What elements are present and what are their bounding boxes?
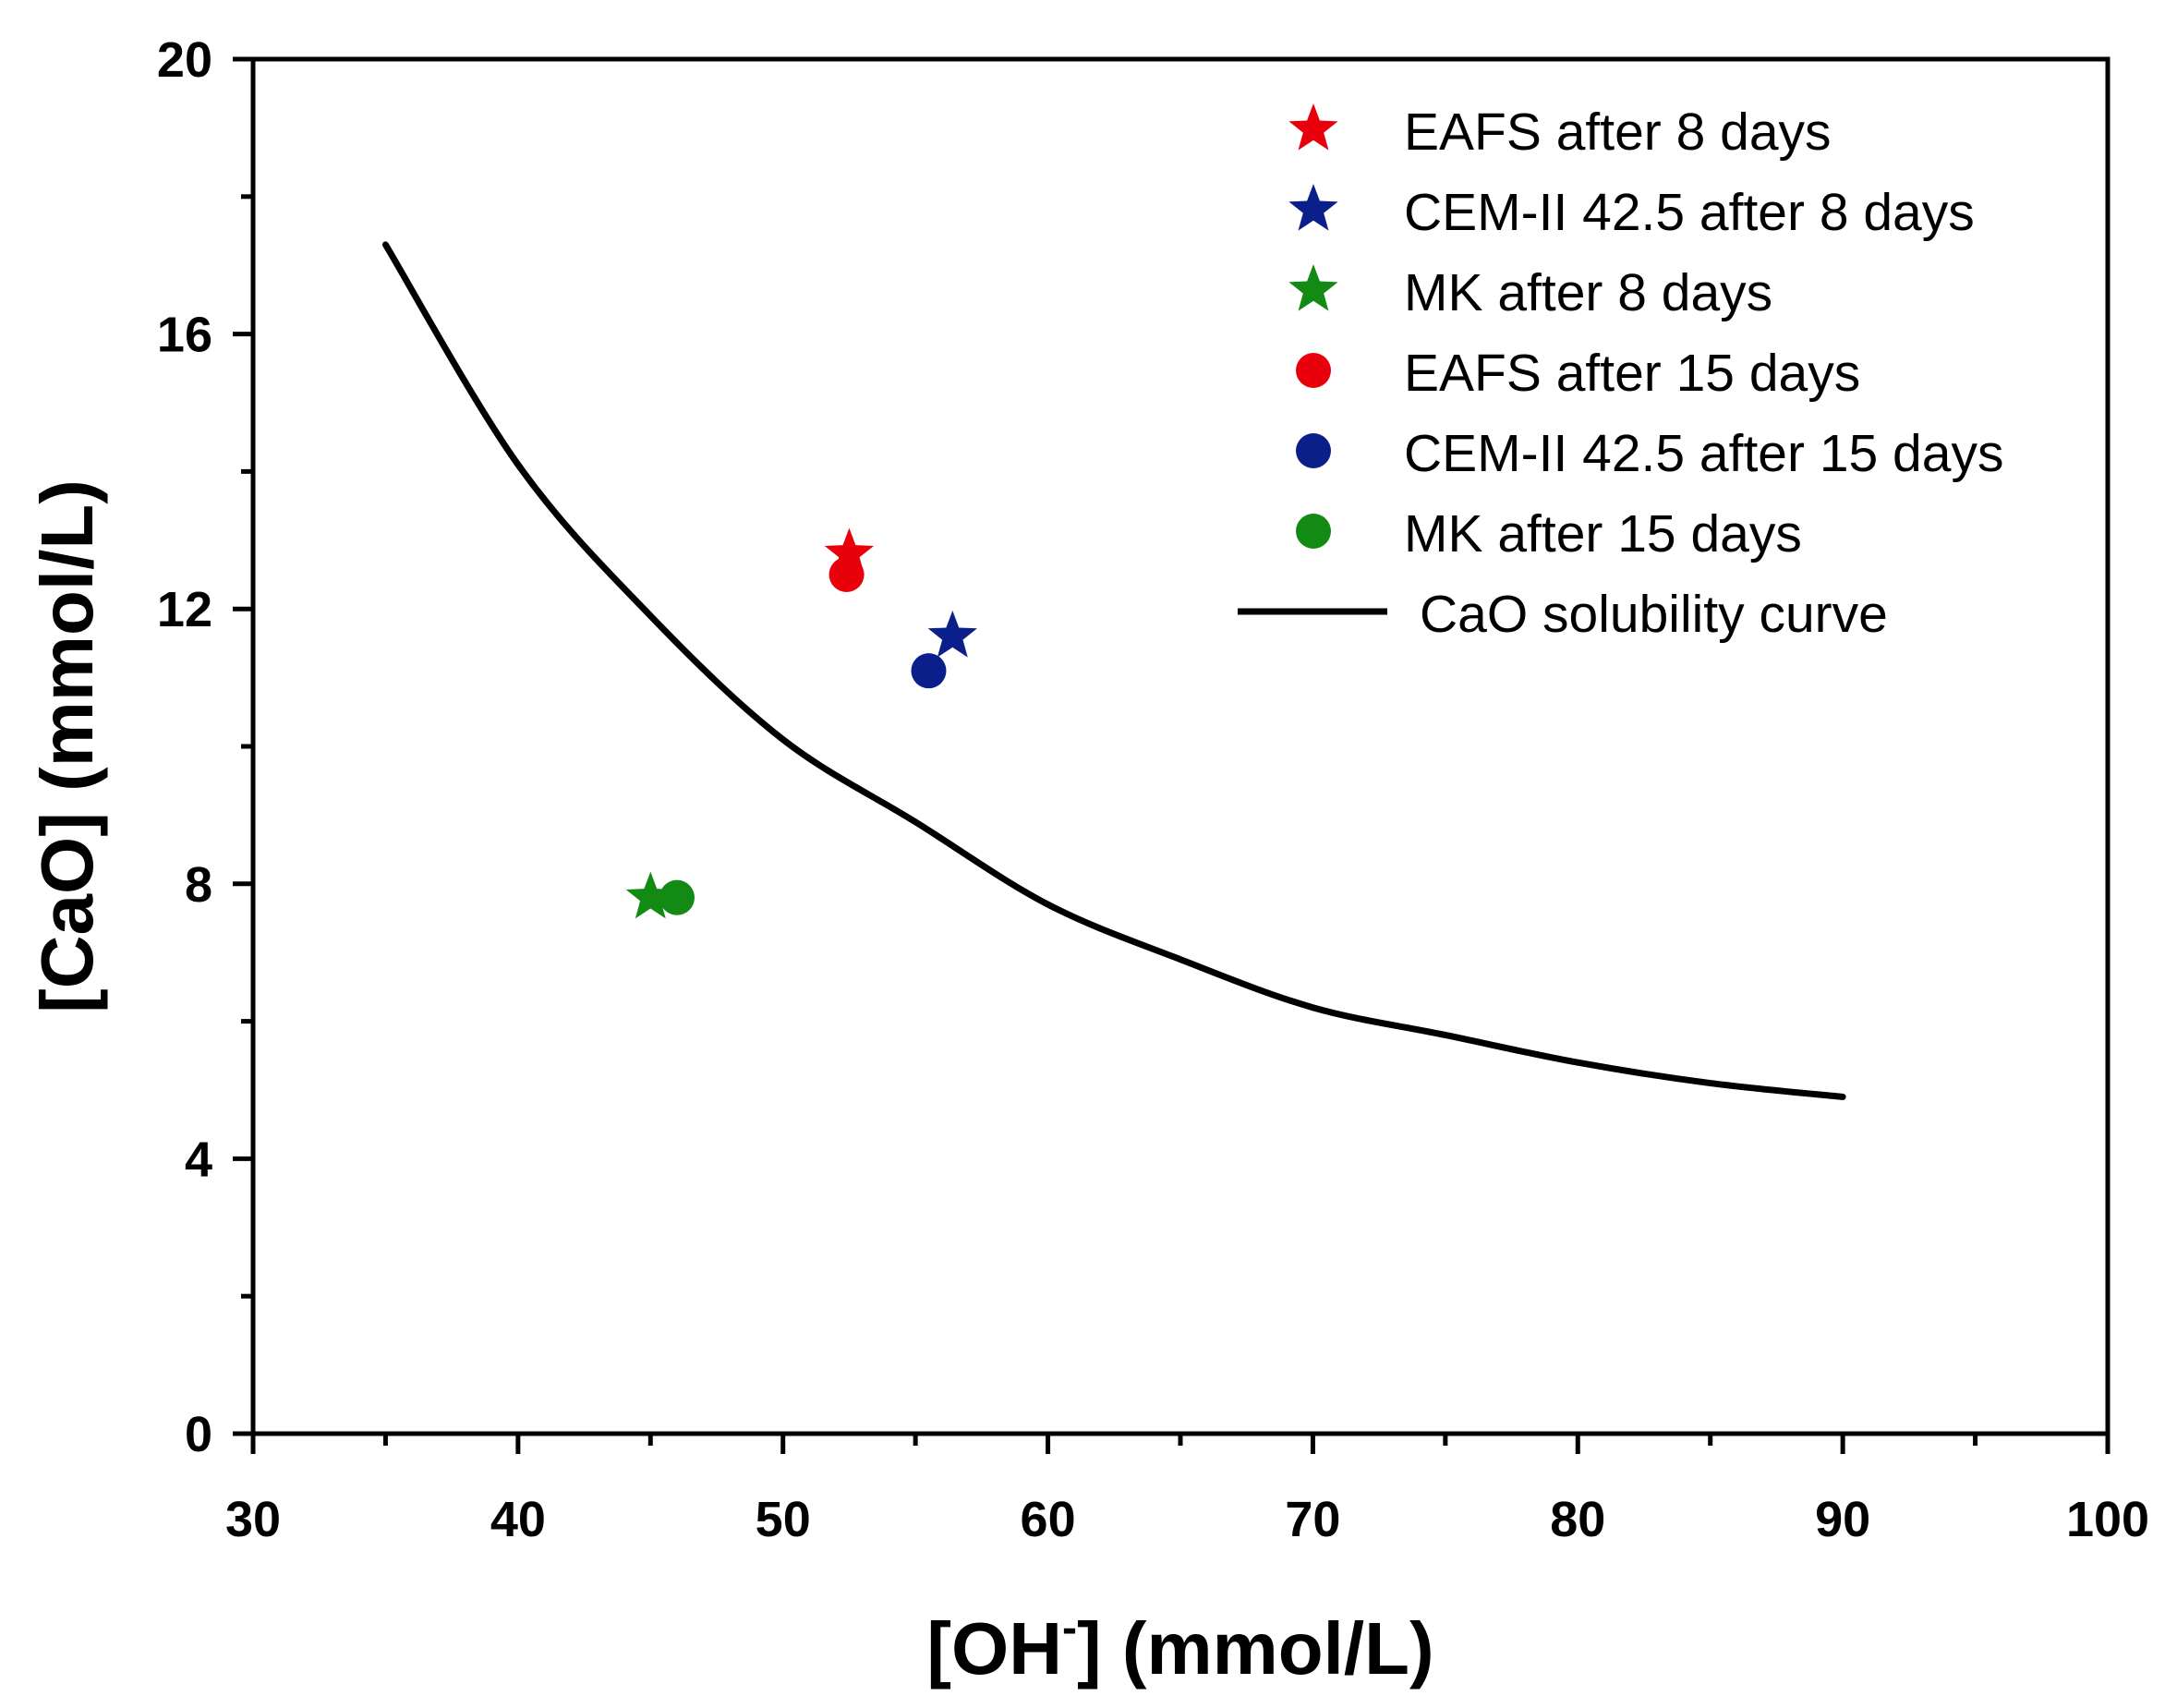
legend-label: EAFS after 8 days xyxy=(1404,103,1832,162)
x-tick-label: 90 xyxy=(1815,1492,1870,1547)
data-point-star xyxy=(625,871,675,919)
legend-label: MK after 15 days xyxy=(1404,504,1802,563)
legend-label: CEM-II 42.5 after 8 days xyxy=(1404,183,1975,242)
y-tick-label: 20 xyxy=(157,32,212,88)
marker-layer xyxy=(625,527,977,919)
data-point-star xyxy=(824,527,875,575)
x-tick-label: 50 xyxy=(756,1492,811,1547)
tick-marks xyxy=(233,56,2110,1454)
legend-marker xyxy=(1296,514,1331,549)
legend-label: CaO solubility curve xyxy=(1420,585,1888,644)
x-tick-label: 40 xyxy=(490,1492,546,1547)
x-tick-label: 80 xyxy=(1550,1492,1605,1547)
curve-layer xyxy=(381,241,1846,1100)
y-tick-label: 0 xyxy=(185,1407,212,1462)
y-tick-label: 16 xyxy=(157,308,212,363)
data-point-circle xyxy=(659,879,695,915)
x-tick-labels: 30 40 50 60 70 80 90 100 xyxy=(225,1492,2149,1547)
legend-marker xyxy=(1296,433,1331,468)
y-axis-label: [CaO] (mmol/L) xyxy=(26,479,108,1013)
x-axis-label: [OH-] (mmol/L) xyxy=(926,1604,1433,1690)
y-tick-label: 4 xyxy=(185,1132,212,1187)
legend-marker xyxy=(1288,103,1338,151)
data-point-circle xyxy=(828,557,865,592)
plot-frame xyxy=(250,56,2110,1436)
legend: EAFS after 8 days CEM-II 42.5 after 8 day… xyxy=(1238,103,2003,644)
legend-label: EAFS after 15 days xyxy=(1404,344,1860,403)
legend-marker xyxy=(1296,353,1331,388)
legend-marker xyxy=(1288,184,1338,231)
y-tick-labels: 0 4 8 12 16 20 xyxy=(157,32,212,1462)
data-point-star xyxy=(927,610,977,658)
x-tick-label: 100 xyxy=(2066,1492,2149,1547)
legend-marker xyxy=(1288,264,1338,311)
x-tick-label: 70 xyxy=(1285,1492,1340,1547)
legend-label: CEM-II 42.5 after 15 days xyxy=(1404,424,2003,483)
y-tick-label: 8 xyxy=(185,857,212,913)
data-point-circle xyxy=(911,653,947,689)
x-tick-label: 30 xyxy=(225,1492,281,1547)
legend-label: MK after 8 days xyxy=(1404,263,1772,322)
x-tick-label: 60 xyxy=(1021,1492,1076,1547)
y-tick-label: 12 xyxy=(157,582,212,637)
solubility-curve xyxy=(381,241,1846,1100)
